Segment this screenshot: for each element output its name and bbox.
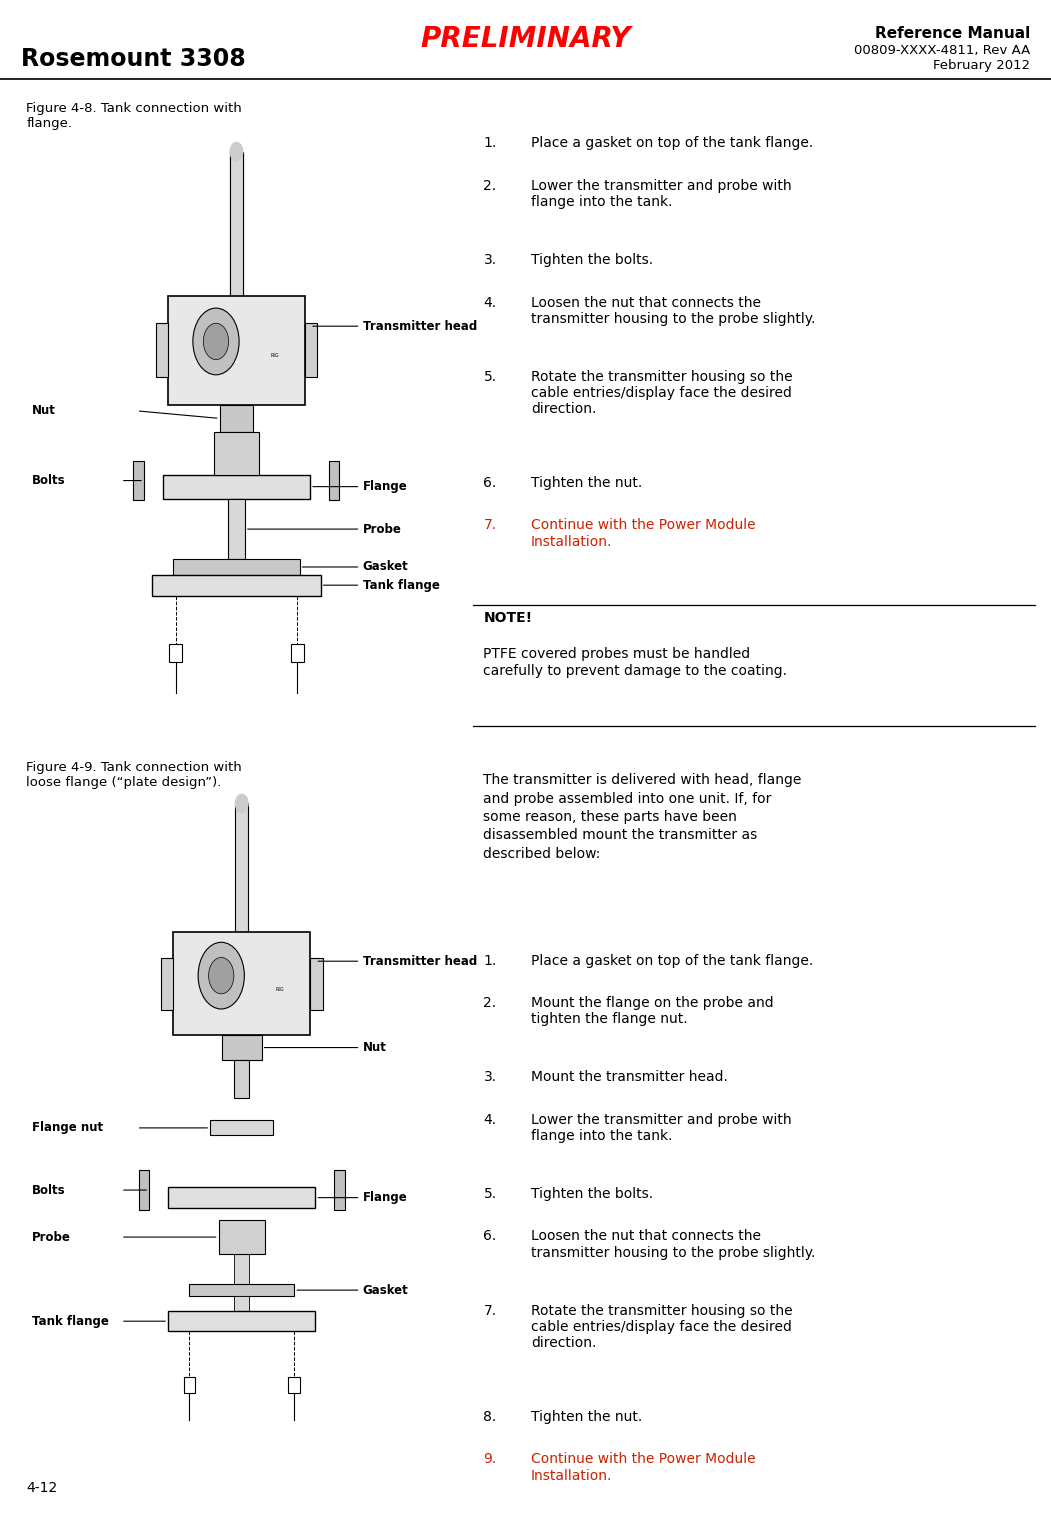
Bar xyxy=(334,1170,345,1210)
Bar xyxy=(161,958,173,1010)
Text: 5.: 5. xyxy=(483,1187,496,1201)
Text: 4-12: 4-12 xyxy=(26,1481,58,1495)
Bar xyxy=(168,1187,315,1208)
Bar xyxy=(310,958,323,1010)
Text: Transmitter head: Transmitter head xyxy=(363,320,477,332)
Text: 3.: 3. xyxy=(483,253,496,267)
Text: Bolts: Bolts xyxy=(32,1184,65,1196)
Text: 3.: 3. xyxy=(483,1070,496,1084)
Text: 6.: 6. xyxy=(483,1229,497,1243)
Text: Continue with the Power Module
Installation.: Continue with the Power Module Installat… xyxy=(531,518,756,549)
Ellipse shape xyxy=(235,794,248,813)
Bar xyxy=(168,1311,315,1331)
Bar xyxy=(152,575,321,596)
Bar xyxy=(234,1296,249,1311)
Bar xyxy=(173,932,310,1035)
Circle shape xyxy=(209,958,234,994)
Bar xyxy=(219,1220,265,1254)
Circle shape xyxy=(199,943,244,1010)
Circle shape xyxy=(193,308,240,374)
Text: NOTE!: NOTE! xyxy=(483,611,533,625)
Text: Flange: Flange xyxy=(363,481,408,493)
Bar xyxy=(168,296,305,405)
Bar xyxy=(156,323,168,377)
Text: 8.: 8. xyxy=(483,1410,497,1424)
Bar xyxy=(234,1060,249,1098)
Text: Place a gasket on top of the tank flange.: Place a gasket on top of the tank flange… xyxy=(531,136,813,150)
Bar xyxy=(184,1377,195,1393)
Text: RIG: RIG xyxy=(275,987,285,991)
Text: Loosen the nut that connects the
transmitter housing to the probe slightly.: Loosen the nut that connects the transmi… xyxy=(531,1229,816,1260)
Text: 7.: 7. xyxy=(483,1304,496,1317)
Bar xyxy=(234,1254,249,1284)
Bar xyxy=(291,644,304,662)
Text: Figure 4-9. Tank connection with
loose flange (“plate design”).: Figure 4-9. Tank connection with loose f… xyxy=(26,761,242,788)
Bar xyxy=(220,405,253,432)
Text: 9.: 9. xyxy=(483,1452,497,1466)
Text: Bolts: Bolts xyxy=(32,475,65,487)
Text: The transmitter is delivered with head, flange
and probe assembled into one unit: The transmitter is delivered with head, … xyxy=(483,773,802,861)
Text: Tighten the nut.: Tighten the nut. xyxy=(531,476,642,490)
Text: 6.: 6. xyxy=(483,476,497,490)
Text: 00809-XXXX-4811, Rev AA: 00809-XXXX-4811, Rev AA xyxy=(853,44,1030,56)
Bar xyxy=(214,432,259,475)
Bar xyxy=(210,1120,273,1135)
Text: Tank flange: Tank flange xyxy=(363,579,439,591)
Text: 5.: 5. xyxy=(483,370,496,384)
Text: Mount the transmitter head.: Mount the transmitter head. xyxy=(531,1070,727,1084)
Text: 2.: 2. xyxy=(483,179,496,193)
Circle shape xyxy=(204,323,229,359)
Bar xyxy=(222,1035,262,1060)
Text: Gasket: Gasket xyxy=(363,1284,409,1296)
Text: Figure 4-8. Tank connection with
flange.: Figure 4-8. Tank connection with flange. xyxy=(26,102,242,129)
Bar xyxy=(173,559,300,575)
Text: Place a gasket on top of the tank flange.: Place a gasket on top of the tank flange… xyxy=(531,954,813,967)
Text: 4.: 4. xyxy=(483,1113,496,1126)
Text: Tank flange: Tank flange xyxy=(32,1314,108,1328)
Text: PTFE covered probes must be handled
carefully to prevent damage to the coating.: PTFE covered probes must be handled care… xyxy=(483,647,787,678)
Text: 2.: 2. xyxy=(483,996,496,1010)
Text: 4.: 4. xyxy=(483,296,496,309)
Text: Nut: Nut xyxy=(363,1041,387,1054)
Text: Tighten the bolts.: Tighten the bolts. xyxy=(531,253,653,267)
Bar xyxy=(228,499,245,559)
Text: 1.: 1. xyxy=(483,136,497,150)
Bar xyxy=(288,1377,300,1393)
Ellipse shape xyxy=(230,143,243,161)
Bar xyxy=(163,475,310,499)
Text: Rotate the transmitter housing so the
cable entries/display face the desired
dir: Rotate the transmitter housing so the ca… xyxy=(531,1304,792,1351)
Text: Tighten the bolts.: Tighten the bolts. xyxy=(531,1187,653,1201)
Text: February 2012: February 2012 xyxy=(933,59,1030,71)
Text: 1.: 1. xyxy=(483,954,497,967)
Text: Tighten the nut.: Tighten the nut. xyxy=(531,1410,642,1424)
Text: Probe: Probe xyxy=(32,1231,70,1243)
Bar xyxy=(139,1170,149,1210)
Text: Mount the flange on the probe and
tighten the flange nut.: Mount the flange on the probe and tighte… xyxy=(531,996,774,1026)
Text: Flange: Flange xyxy=(363,1192,408,1204)
Text: Lower the transmitter and probe with
flange into the tank.: Lower the transmitter and probe with fla… xyxy=(531,1113,791,1143)
Text: Rosemount 3308: Rosemount 3308 xyxy=(21,47,246,71)
Bar xyxy=(230,152,243,296)
Text: Lower the transmitter and probe with
flange into the tank.: Lower the transmitter and probe with fla… xyxy=(531,179,791,209)
Text: Flange nut: Flange nut xyxy=(32,1122,103,1134)
Text: PRELIMINARY: PRELIMINARY xyxy=(420,24,631,53)
Bar xyxy=(169,644,182,662)
Text: Probe: Probe xyxy=(363,523,401,535)
Text: 7.: 7. xyxy=(483,518,496,532)
Bar xyxy=(329,461,339,500)
Text: Loosen the nut that connects the
transmitter housing to the probe slightly.: Loosen the nut that connects the transmi… xyxy=(531,296,816,326)
Bar xyxy=(189,1284,294,1296)
Text: RIG: RIG xyxy=(270,353,280,358)
Text: Rotate the transmitter housing so the
cable entries/display face the desired
dir: Rotate the transmitter housing so the ca… xyxy=(531,370,792,417)
Text: Transmitter head: Transmitter head xyxy=(363,955,477,967)
Bar xyxy=(235,803,248,932)
Bar xyxy=(305,323,317,377)
Text: Nut: Nut xyxy=(32,405,56,417)
Text: Gasket: Gasket xyxy=(363,561,409,573)
Text: Continue with the Power Module
Installation.: Continue with the Power Module Installat… xyxy=(531,1452,756,1483)
Bar xyxy=(133,461,144,500)
Text: Reference Manual: Reference Manual xyxy=(874,26,1030,41)
